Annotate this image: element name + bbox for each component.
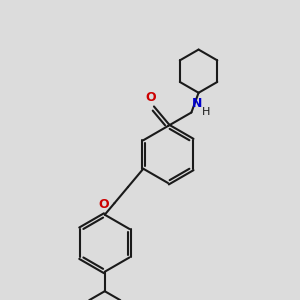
Text: H: H <box>202 107 210 117</box>
Text: N: N <box>192 97 202 110</box>
Text: O: O <box>98 198 109 211</box>
Text: O: O <box>146 91 156 104</box>
